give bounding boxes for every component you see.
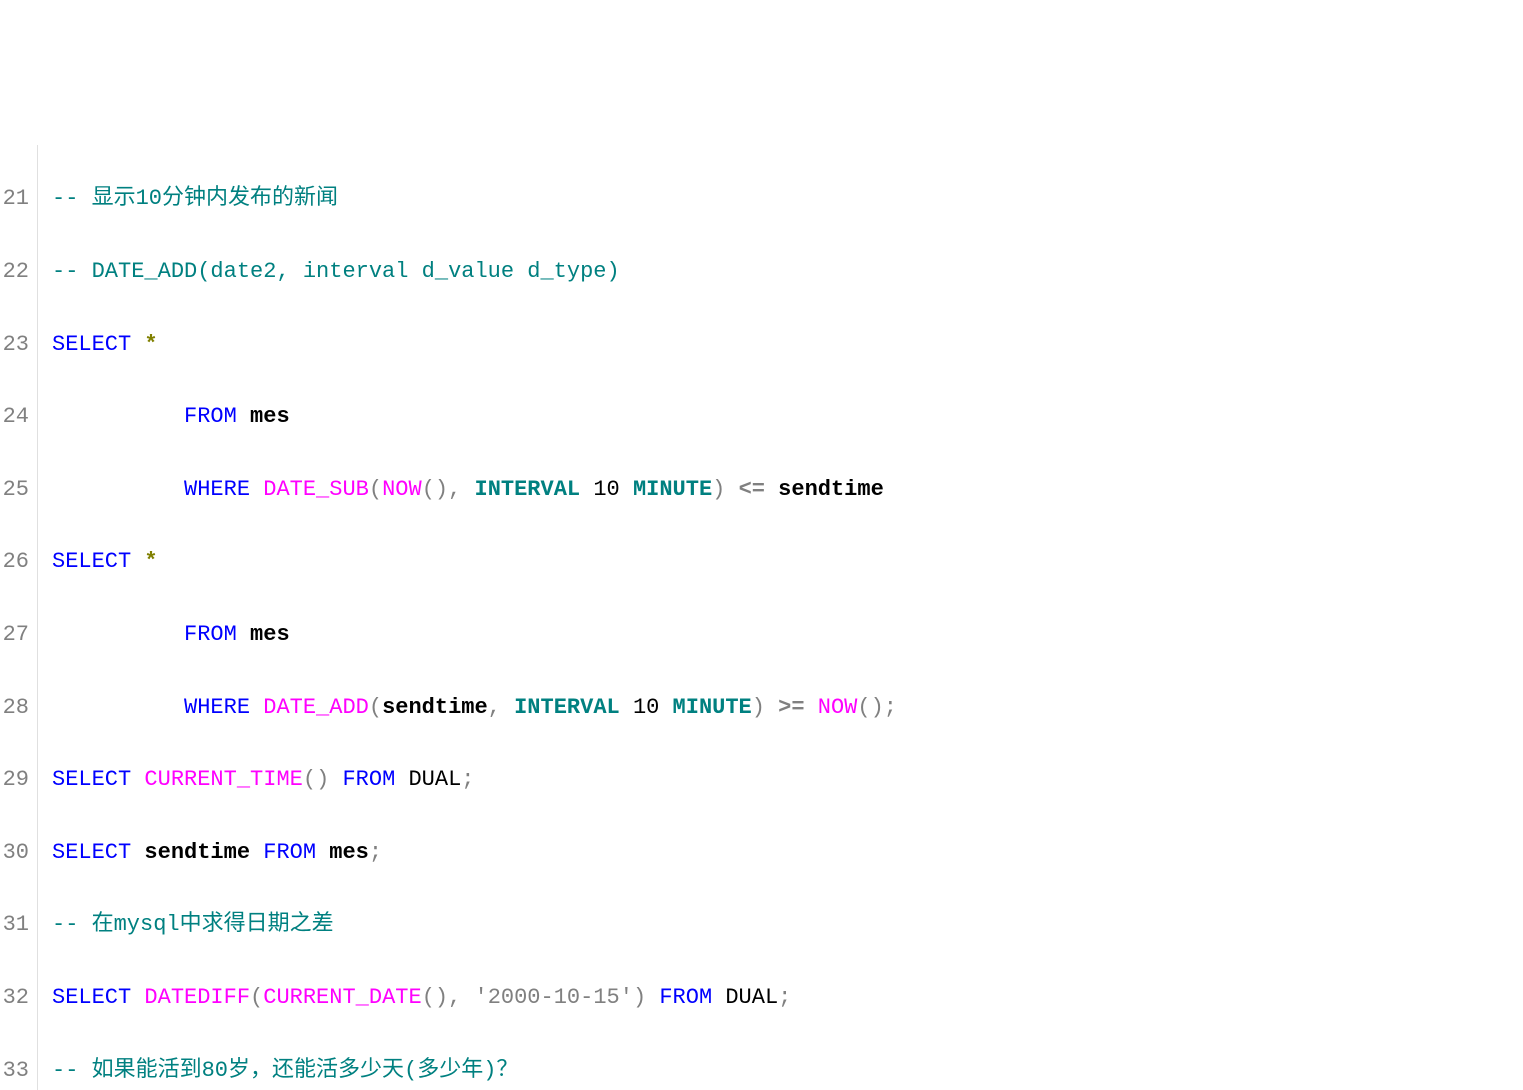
code-content[interactable]: -- 显示10分钟内发布的新闻 -- DATE_ADD(date2, inter… xyxy=(38,145,1523,1090)
code-line[interactable]: WHERE DATE_ADD(sendtime, INTERVAL 10 MIN… xyxy=(52,690,1523,726)
line-number: 32 xyxy=(0,980,29,1016)
code-line[interactable]: SELECT CURRENT_TIME() FROM DUAL; xyxy=(52,762,1523,798)
code-line[interactable]: FROM mes xyxy=(52,399,1523,435)
keyword-select: SELECT xyxy=(52,549,131,574)
keyword-from: FROM xyxy=(659,985,712,1010)
column-name: sendtime xyxy=(144,840,250,865)
function-name: DATE_ADD xyxy=(263,695,369,720)
table-name: mes xyxy=(250,404,290,429)
line-number: 23 xyxy=(0,327,29,363)
code-editor[interactable]: 21 22 23 24 25 26 27 28 29 30 31 32 33 3… xyxy=(0,145,1523,1090)
code-line[interactable]: -- DATE_ADD(date2, interval d_value d_ty… xyxy=(52,254,1523,290)
keyword-from: FROM xyxy=(263,840,316,865)
line-number: 25 xyxy=(0,472,29,508)
star: * xyxy=(144,332,157,357)
comment: -- 如果能活到80岁，还能活多少天(多少年)？ xyxy=(52,1058,518,1083)
function-name: NOW xyxy=(818,695,858,720)
keyword-where: WHERE xyxy=(184,477,250,502)
code-line[interactable]: WHERE DATE_SUB(NOW(), INTERVAL 10 MINUTE… xyxy=(52,472,1523,508)
keyword-interval: INTERVAL xyxy=(514,695,620,720)
code-line[interactable]: SELECT * xyxy=(52,327,1523,363)
keyword-select: SELECT xyxy=(52,985,131,1010)
line-number: 30 xyxy=(0,835,29,871)
star: * xyxy=(144,549,157,574)
comment: -- DATE_ADD(date2, interval d_value d_ty… xyxy=(52,259,620,284)
code-line[interactable]: -- 在mysql中求得日期之差 xyxy=(52,907,1523,943)
function-name: CURRENT_DATE xyxy=(263,985,421,1010)
code-line[interactable]: -- 显示10分钟内发布的新闻 xyxy=(52,181,1523,217)
line-number: 22 xyxy=(0,254,29,290)
function-name: CURRENT_TIME xyxy=(144,767,302,792)
keyword-from: FROM xyxy=(184,622,237,647)
operator: >= xyxy=(778,695,804,720)
line-number: 31 xyxy=(0,907,29,943)
code-line[interactable]: -- 如果能活到80岁，还能活多少天(多少年)？ xyxy=(52,1053,1523,1089)
code-line[interactable]: SELECT * xyxy=(52,544,1523,580)
function-name: DATE_SUB xyxy=(263,477,369,502)
line-number: 26 xyxy=(0,544,29,580)
line-number: 29 xyxy=(0,762,29,798)
code-line[interactable]: SELECT sendtime FROM mes; xyxy=(52,835,1523,871)
keyword-where: WHERE xyxy=(184,695,250,720)
line-number: 27 xyxy=(0,617,29,653)
table-name: mes xyxy=(250,622,290,647)
column-name: sendtime xyxy=(778,477,884,502)
line-number: 28 xyxy=(0,690,29,726)
keyword-select: SELECT xyxy=(52,332,131,357)
code-line[interactable]: SELECT DATEDIFF(CURRENT_DATE(), '2000-10… xyxy=(52,980,1523,1016)
keyword-from: FROM xyxy=(342,767,395,792)
code-line[interactable]: FROM mes xyxy=(52,617,1523,653)
function-name: NOW xyxy=(382,477,422,502)
keyword-from: FROM xyxy=(184,404,237,429)
comment: -- 在mysql中求得日期之差 xyxy=(52,912,334,937)
keyword-select: SELECT xyxy=(52,840,131,865)
function-name: DATEDIFF xyxy=(144,985,250,1010)
line-number: 33 xyxy=(0,1053,29,1089)
comment: -- 显示10分钟内发布的新闻 xyxy=(52,186,338,211)
line-number: 24 xyxy=(0,399,29,435)
operator: <= xyxy=(739,477,765,502)
line-number: 21 xyxy=(0,181,29,217)
keyword-select: SELECT xyxy=(52,767,131,792)
string-literal: '2000-10-15' xyxy=(475,985,633,1010)
line-number-gutter: 21 22 23 24 25 26 27 28 29 30 31 32 33 3… xyxy=(0,145,38,1090)
keyword-interval: INTERVAL xyxy=(475,477,581,502)
table-name: mes xyxy=(329,840,369,865)
